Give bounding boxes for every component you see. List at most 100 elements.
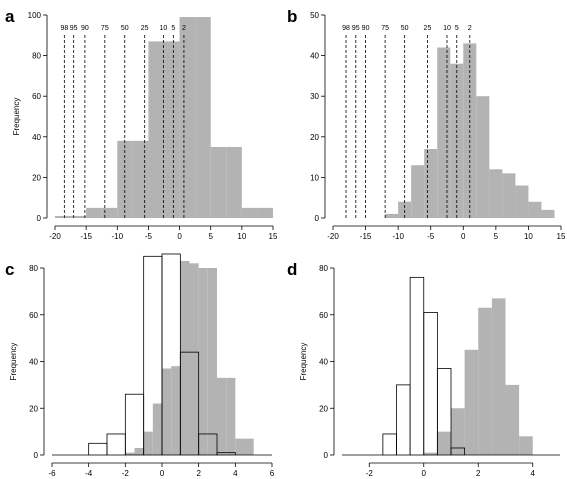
y-tick-label: 0 xyxy=(315,214,320,223)
y-tick-label: 20 xyxy=(32,173,41,182)
histogram-bar-outline xyxy=(88,442,108,456)
histogram-bar-filled xyxy=(437,47,451,219)
histogram-bar-filled xyxy=(180,260,190,455)
panel-letter: b xyxy=(287,7,297,26)
panel-letter: a xyxy=(5,7,15,26)
histogram-bar-filled xyxy=(451,408,465,455)
x-tick-label: 0 xyxy=(422,469,427,478)
x-tick-label: -4 xyxy=(85,469,93,478)
histogram-bar-filled xyxy=(411,165,425,218)
histogram-bar-outline xyxy=(396,384,411,456)
histogram-bar-filled xyxy=(55,215,71,218)
histogram-bar-outline xyxy=(198,433,218,456)
histogram-bar-filled xyxy=(148,41,164,218)
percentile-label: 95 xyxy=(352,25,360,32)
histogram-bar-outline xyxy=(106,433,126,456)
histogram-bar-outline xyxy=(124,393,145,456)
panel-d: d 0 20 40 60 80 Frequency -2 0 2 4 xyxy=(287,260,560,478)
x-tick-label: -5 xyxy=(145,232,153,241)
x-tick-label: -20 xyxy=(49,232,61,241)
histogram-bar-filled xyxy=(189,263,199,455)
x-tick-label: 0 xyxy=(160,469,165,478)
histogram-bar-filled xyxy=(226,377,236,455)
histogram-bar-filled xyxy=(437,431,451,455)
panel-a: a98 95 90 75 50 25 10 5 2020406080100Frequency-2… xyxy=(5,7,278,241)
histogram-bar-filled xyxy=(198,268,208,455)
histogram-bar-filled xyxy=(70,215,87,218)
histogram-bar-filled xyxy=(424,148,438,218)
panel-letter: c xyxy=(5,260,14,279)
percentile-label: 75 xyxy=(101,25,109,32)
panel-c: c 0 20 40 60 80 Frequency -6 -4 -2 0 2 4 6 xyxy=(5,253,275,478)
histogram-bar-filled xyxy=(244,438,254,455)
y-tick-label: 0 xyxy=(324,451,329,460)
histogram-bar-filled xyxy=(398,201,412,218)
y-tick-label: 60 xyxy=(319,311,328,320)
histogram-bar-filled xyxy=(125,452,135,455)
y-tick-label: 40 xyxy=(319,358,328,367)
y-tick-label: 80 xyxy=(29,264,38,273)
histogram-bar-filled xyxy=(143,431,153,455)
y-tick-label: 10 xyxy=(310,173,319,182)
histogram-bar-filled xyxy=(464,349,479,455)
y-tick-label: 50 xyxy=(310,11,319,20)
percentile-label: 10 xyxy=(443,25,451,32)
y-axis-title: Frequency xyxy=(9,343,18,381)
x-tick-label: 10 xyxy=(524,232,533,241)
histogram-bar-filled xyxy=(515,185,529,218)
histogram-bar-filled xyxy=(385,213,399,218)
x-tick-label: -15 xyxy=(360,232,372,241)
histogram-bar-filled xyxy=(86,207,102,218)
x-tick-label: 10 xyxy=(237,232,246,241)
histogram-bar-filled xyxy=(207,268,217,455)
percentile-label: 50 xyxy=(121,25,129,32)
x-tick-label: 4 xyxy=(531,469,536,478)
x-tick-label: 2 xyxy=(476,469,481,478)
x-tick-label: 4 xyxy=(233,469,238,478)
y-tick-label: 40 xyxy=(310,52,319,61)
x-tick-label: -15 xyxy=(80,232,92,241)
y-tick-label: 100 xyxy=(28,11,42,20)
y-axis-title: Frequency xyxy=(12,98,21,136)
y-tick-label: 60 xyxy=(32,92,41,101)
histogram-bar-filled xyxy=(195,17,211,219)
histogram-bar-filled xyxy=(476,96,490,218)
y-tick-label: 20 xyxy=(310,133,319,142)
y-tick-label: 0 xyxy=(37,214,42,223)
percentile-label: 5 xyxy=(455,25,459,32)
y-tick-label: 30 xyxy=(310,92,319,101)
percentile-label: 5 xyxy=(171,25,175,32)
y-tick-label: 80 xyxy=(319,264,328,273)
histogram-bar-filled xyxy=(134,447,144,455)
x-tick-label: -20 xyxy=(327,232,339,241)
histogram-bar-filled xyxy=(179,17,196,219)
percentile-label: 2 xyxy=(182,25,186,32)
histogram-bar-filled xyxy=(541,209,555,218)
x-tick-label: 6 xyxy=(270,469,275,478)
y-tick-label: 80 xyxy=(32,52,41,61)
histogram-bar-filled xyxy=(162,368,172,455)
histogram-bar-outline xyxy=(423,312,438,456)
x-tick-label: 0 xyxy=(461,232,466,241)
histogram-bar-filled xyxy=(241,207,258,218)
histogram-bar-outline xyxy=(450,447,466,456)
y-tick-label: 60 xyxy=(29,311,38,320)
histogram-bar-filled xyxy=(217,377,227,455)
panel-letter: d xyxy=(287,260,297,279)
histogram-bar-filled xyxy=(152,403,162,455)
y-tick-label: 20 xyxy=(319,404,328,413)
percentile-label: 90 xyxy=(81,25,89,32)
y-axis-title: Frequency xyxy=(299,343,308,381)
histogram-bar-filled xyxy=(423,452,438,455)
histogram-bar-filled xyxy=(101,207,118,218)
percentile-label: 75 xyxy=(381,25,389,32)
histogram-bar-filled xyxy=(235,438,245,455)
histogram-bar-filled xyxy=(132,140,149,218)
histogram-bar-filled xyxy=(257,207,273,218)
histogram-bar-outline xyxy=(382,433,397,456)
y-tick-label: 40 xyxy=(32,133,41,142)
histogram-bar-outline xyxy=(436,368,452,456)
percentile-label: 50 xyxy=(401,25,409,32)
x-tick-label: 5 xyxy=(494,232,499,241)
